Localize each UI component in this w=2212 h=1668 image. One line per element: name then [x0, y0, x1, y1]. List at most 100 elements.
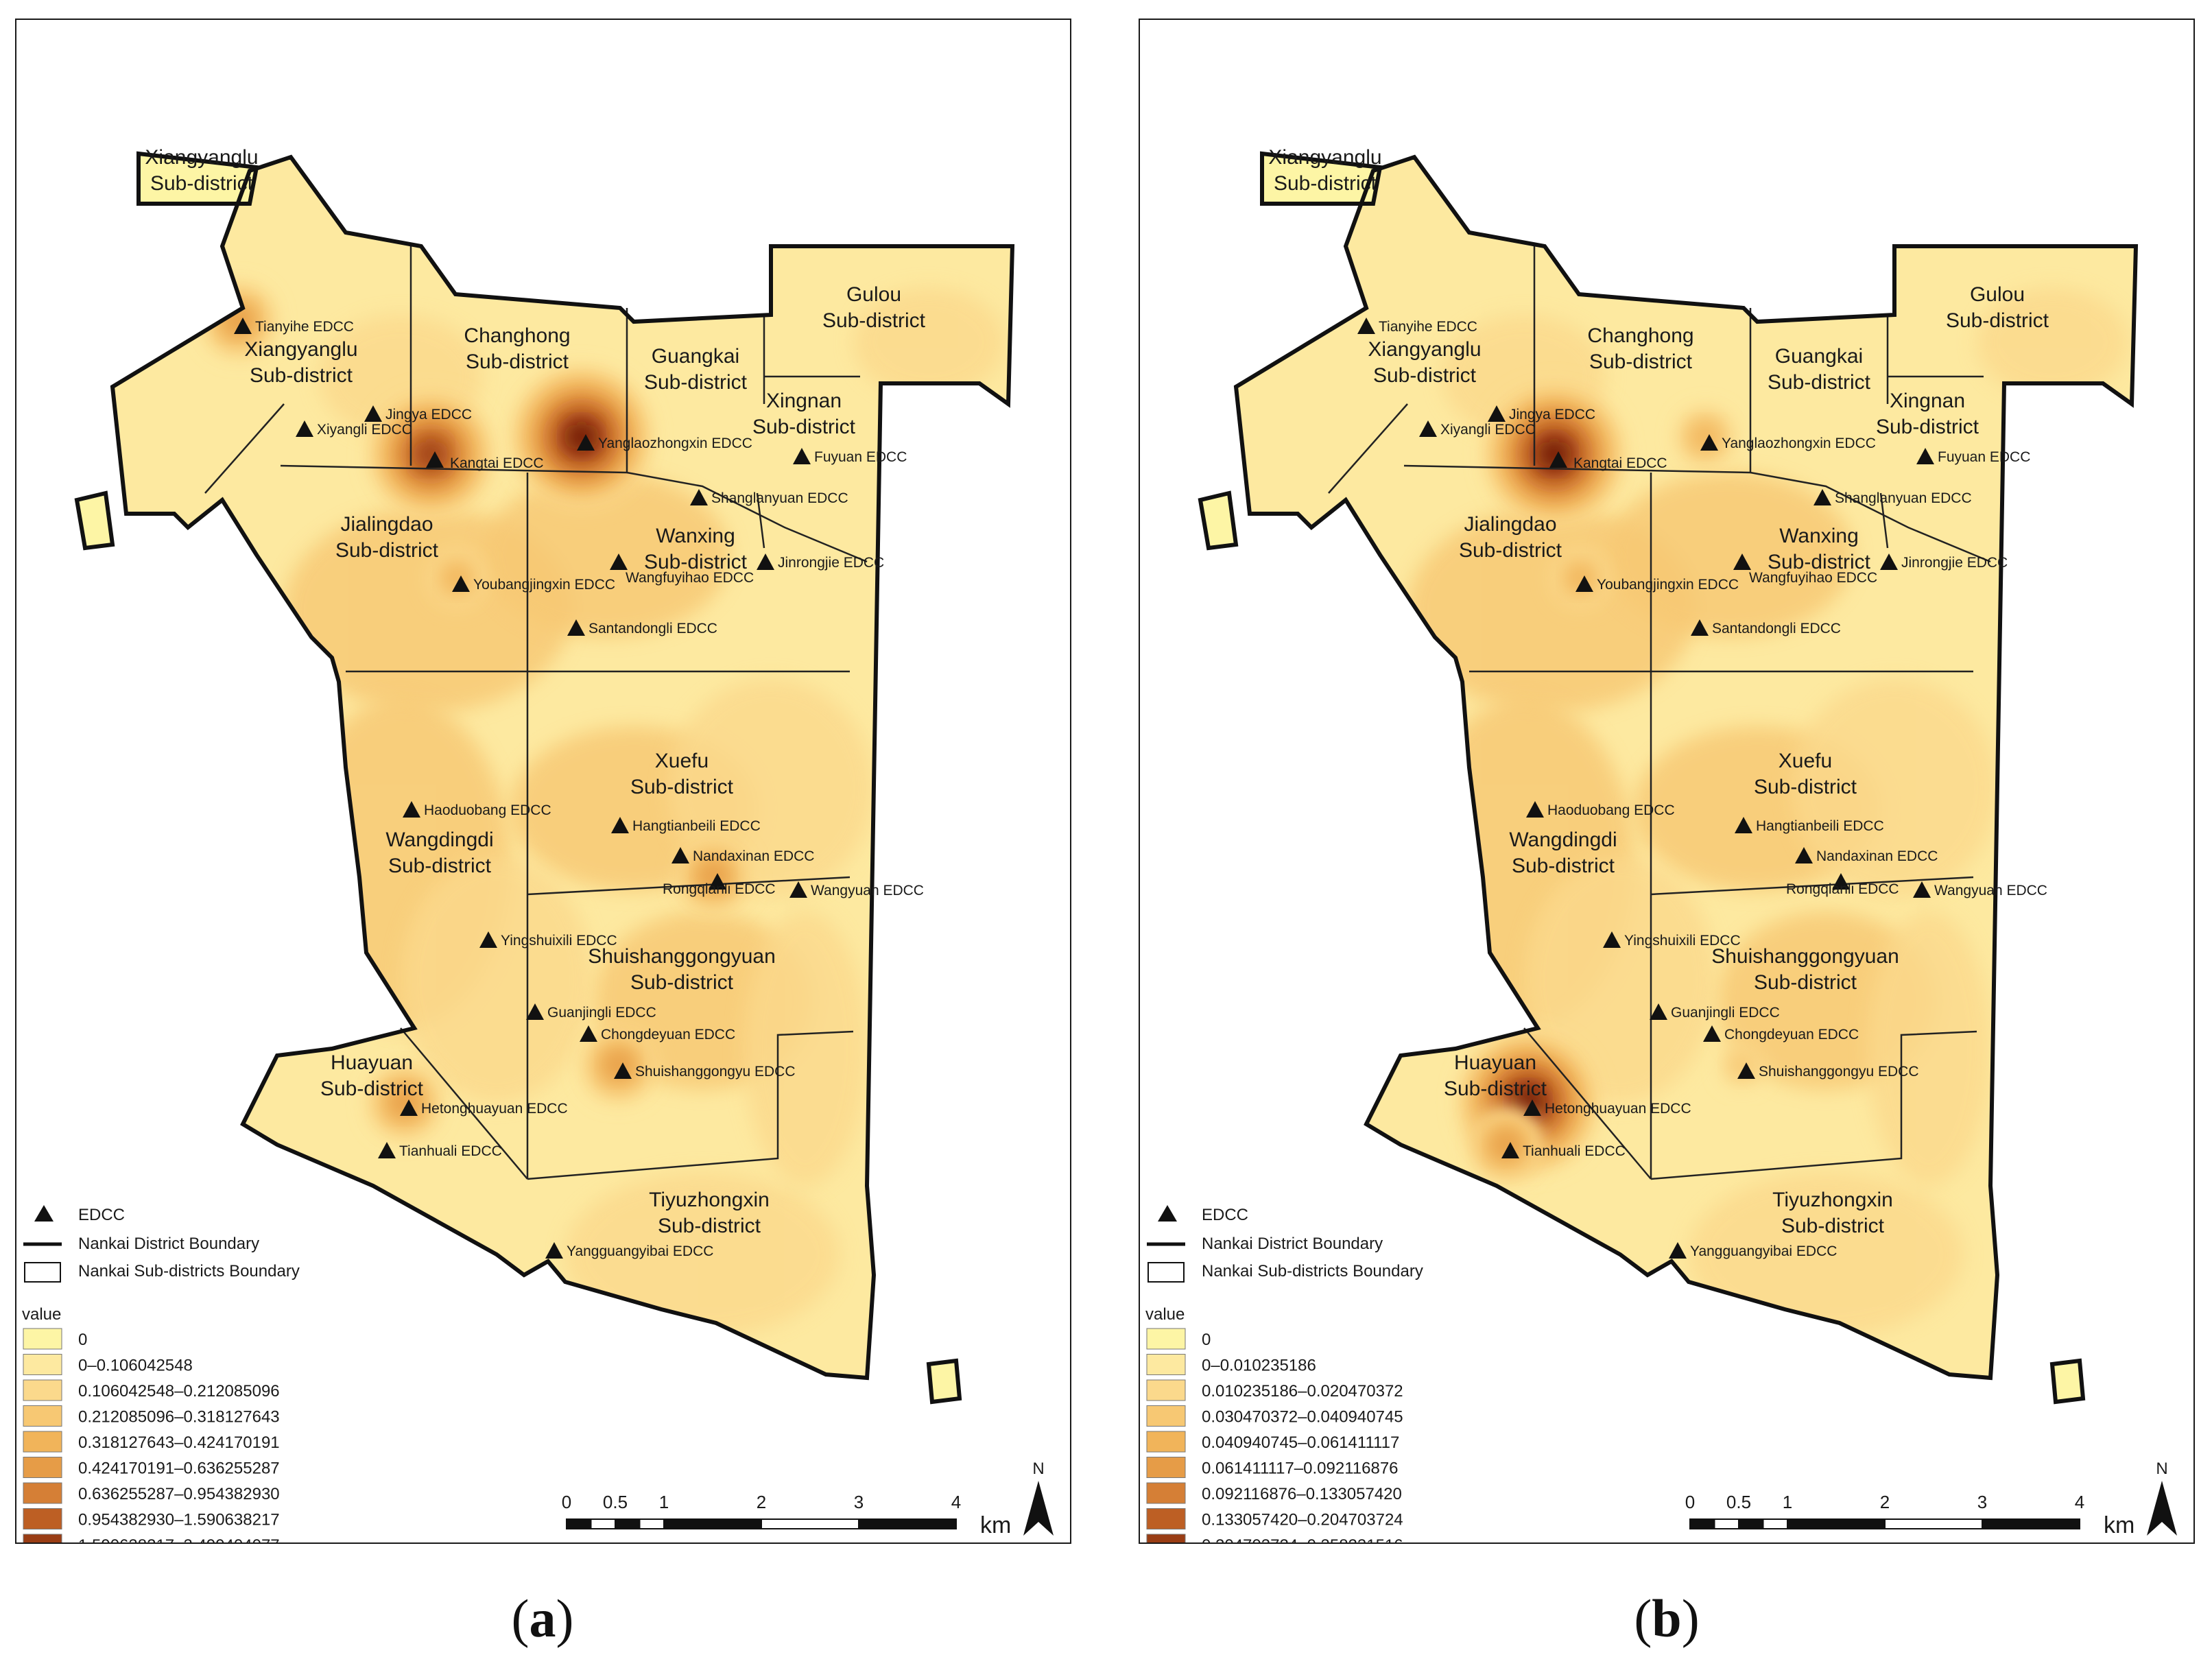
- legend-subdistrict-box: [1147, 1262, 1185, 1283]
- north-arrow-icon: [2147, 1481, 2177, 1536]
- subdistrict-boundary: [1328, 403, 1408, 494]
- edcc-marker: [1650, 1003, 1667, 1020]
- edcc-label: Rongqianli EDCC: [663, 881, 776, 897]
- edcc-marker: [1916, 448, 1934, 464]
- edcc-marker: [1603, 931, 1621, 948]
- scale-unit: km: [2104, 1512, 2134, 1538]
- edcc-marker: [1691, 619, 1709, 636]
- edcc-marker: [577, 434, 595, 451]
- legend-swatch: [23, 1431, 62, 1453]
- scale-tick-label: 4: [2075, 1492, 2084, 1512]
- legend-label: EDCC: [1202, 1206, 1248, 1224]
- density-patch: [1792, 678, 1997, 898]
- subdistrict-label: Huayuan Sub-district: [320, 1051, 424, 1100]
- edcc-label: Chongdeyuan EDCC: [1724, 1027, 1859, 1042]
- subdistrict-label: Shuishanggongyuan Sub-district: [588, 945, 776, 994]
- edcc-label: Fuyuan EDCC: [1938, 449, 2030, 465]
- edcc-label: Tianyihe EDCC: [255, 319, 354, 335]
- legend-swatch: [1146, 1482, 1186, 1504]
- edcc-label: Shanglanyuan EDCC: [1835, 490, 1972, 506]
- edcc-label: Guanjingli EDCC: [547, 1005, 656, 1021]
- north-label: N: [1032, 1460, 1044, 1478]
- district-fragment: [2049, 1358, 2086, 1405]
- edcc-marker: [671, 847, 689, 863]
- legend-class-label: 0.061411117–0.092116876: [1202, 1460, 1399, 1478]
- edcc-marker: [580, 1025, 597, 1042]
- subdistrict-label: Xiangyanglu Sub-district: [145, 146, 258, 195]
- legend-class-label: 0.212085096–0.318127643: [78, 1408, 280, 1427]
- edcc-marker: [452, 575, 470, 592]
- edcc-marker: [757, 553, 774, 570]
- legend-label: Nankai Sub-districts Boundary: [1202, 1262, 1423, 1280]
- scale-bar-segment: [858, 1518, 957, 1529]
- edcc-marker: [1700, 434, 1718, 451]
- map-panel-a: Xiangyanglu Sub-district Xiangyanglu Sub-di…: [15, 19, 1071, 1544]
- subdistrict-label: Gulou Sub-district: [822, 283, 926, 332]
- edcc-marker: [1737, 1062, 1755, 1079]
- legend-label: Nankai District Boundary: [78, 1235, 259, 1253]
- edcc-marker: [709, 873, 726, 890]
- edcc-marker: [526, 1003, 544, 1020]
- subdistrict-boundary: [626, 471, 868, 563]
- legend-class-label: 0: [78, 1331, 87, 1349]
- edcc-label: Wangyuan EDCC: [811, 883, 924, 898]
- subdistrict-label: Xuefu Sub-district: [1754, 750, 1857, 798]
- edcc-marker: [1501, 1142, 1519, 1158]
- edcc-marker: [1526, 801, 1544, 818]
- density-patch: [744, 912, 867, 1186]
- legend-class-label: 0.424170191–0.636255287: [78, 1460, 280, 1478]
- legend-label: Nankai District Boundary: [1202, 1235, 1383, 1253]
- edcc-label: Yingshuixili EDCC: [1624, 933, 1741, 949]
- subdistrict-label: Jialingdao Sub-district: [335, 513, 439, 562]
- caption-a: (a): [511, 1588, 574, 1648]
- subdistrict-label: Guangkai Sub-district: [1768, 345, 1871, 394]
- district-fragment: [1198, 490, 1239, 551]
- edcc-marker: [1669, 1242, 1687, 1259]
- legend-class-label: 0.133057420–0.204703724: [1202, 1511, 1403, 1529]
- legend-class-label: 0.204703724–0.358231516: [1202, 1536, 1403, 1542]
- scale-bar-segment: [1689, 1518, 1715, 1529]
- legend-swatch: [1146, 1379, 1186, 1401]
- edcc-label: Guanjingli EDCC: [1671, 1005, 1780, 1021]
- subdistrict-boundary: [527, 876, 851, 896]
- edcc-label: Wangfuyihao EDCC: [1749, 570, 1877, 586]
- edcc-marker: [1735, 817, 1752, 833]
- legend-class-label: 1.590638217–3.499404077: [78, 1536, 280, 1542]
- scale-tick-label: 2: [757, 1492, 766, 1512]
- scale-bar-segment: [663, 1518, 762, 1529]
- edcc-label: Kangtai EDCC: [450, 455, 544, 471]
- scale-tick-label: 0.5: [603, 1492, 628, 1512]
- legend: EDCC Nankai District Boundary Nankai Sub-d…: [1145, 1205, 1423, 1542]
- edcc-marker: [403, 801, 420, 818]
- subdistrict-label: Gulou Sub-district: [1946, 283, 2049, 332]
- edcc-marker: [545, 1242, 563, 1259]
- subdistrict-label: Tiyuzhongxin Sub-district: [649, 1189, 770, 1237]
- subdistrict-label: Wangdingdi Sub-district: [385, 829, 493, 877]
- subdistrict-label: Jialingdao Sub-district: [1459, 513, 1562, 562]
- legend-swatch: [23, 1457, 62, 1478]
- edcc-label: Shanglanyuan EDCC: [711, 490, 848, 506]
- subdistrict-label: Guangkai Sub-district: [644, 345, 748, 394]
- legend-swatch: [1146, 1534, 1186, 1542]
- district-fragment: [136, 151, 259, 206]
- edcc-label: Santandongli EDCC: [1712, 621, 1841, 636]
- legend-subdistrict-box: [24, 1262, 61, 1283]
- north-arrow-icon: [1023, 1481, 1054, 1536]
- subdistrict-boundary: [1650, 876, 1974, 896]
- subdistrict-boundary: [527, 1030, 854, 1180]
- subdistrict-label: Tiyuzhongxin Sub-district: [1772, 1189, 1893, 1237]
- edcc-label: Wangfuyihao EDCC: [626, 570, 754, 586]
- edcc-marker: [1575, 575, 1593, 592]
- legend-label: Nankai Sub-districts Boundary: [78, 1262, 300, 1280]
- edcc-marker: [611, 817, 629, 833]
- legend: EDCC Nankai District Boundary Nankai Sub-d…: [22, 1205, 300, 1542]
- edcc-marker: [1419, 420, 1437, 437]
- scale-bar-segment: [615, 1518, 641, 1529]
- subdistrict-boundary: [400, 1027, 528, 1180]
- edcc-marker: [1733, 553, 1751, 570]
- legend-swatch: [1146, 1405, 1186, 1427]
- legend-swatch: [23, 1354, 62, 1375]
- subdistrict-label: Shuishanggongyuan Sub-district: [1711, 945, 1899, 994]
- scale-tick-label: 3: [854, 1492, 864, 1512]
- district-boundary: [110, 154, 1015, 1381]
